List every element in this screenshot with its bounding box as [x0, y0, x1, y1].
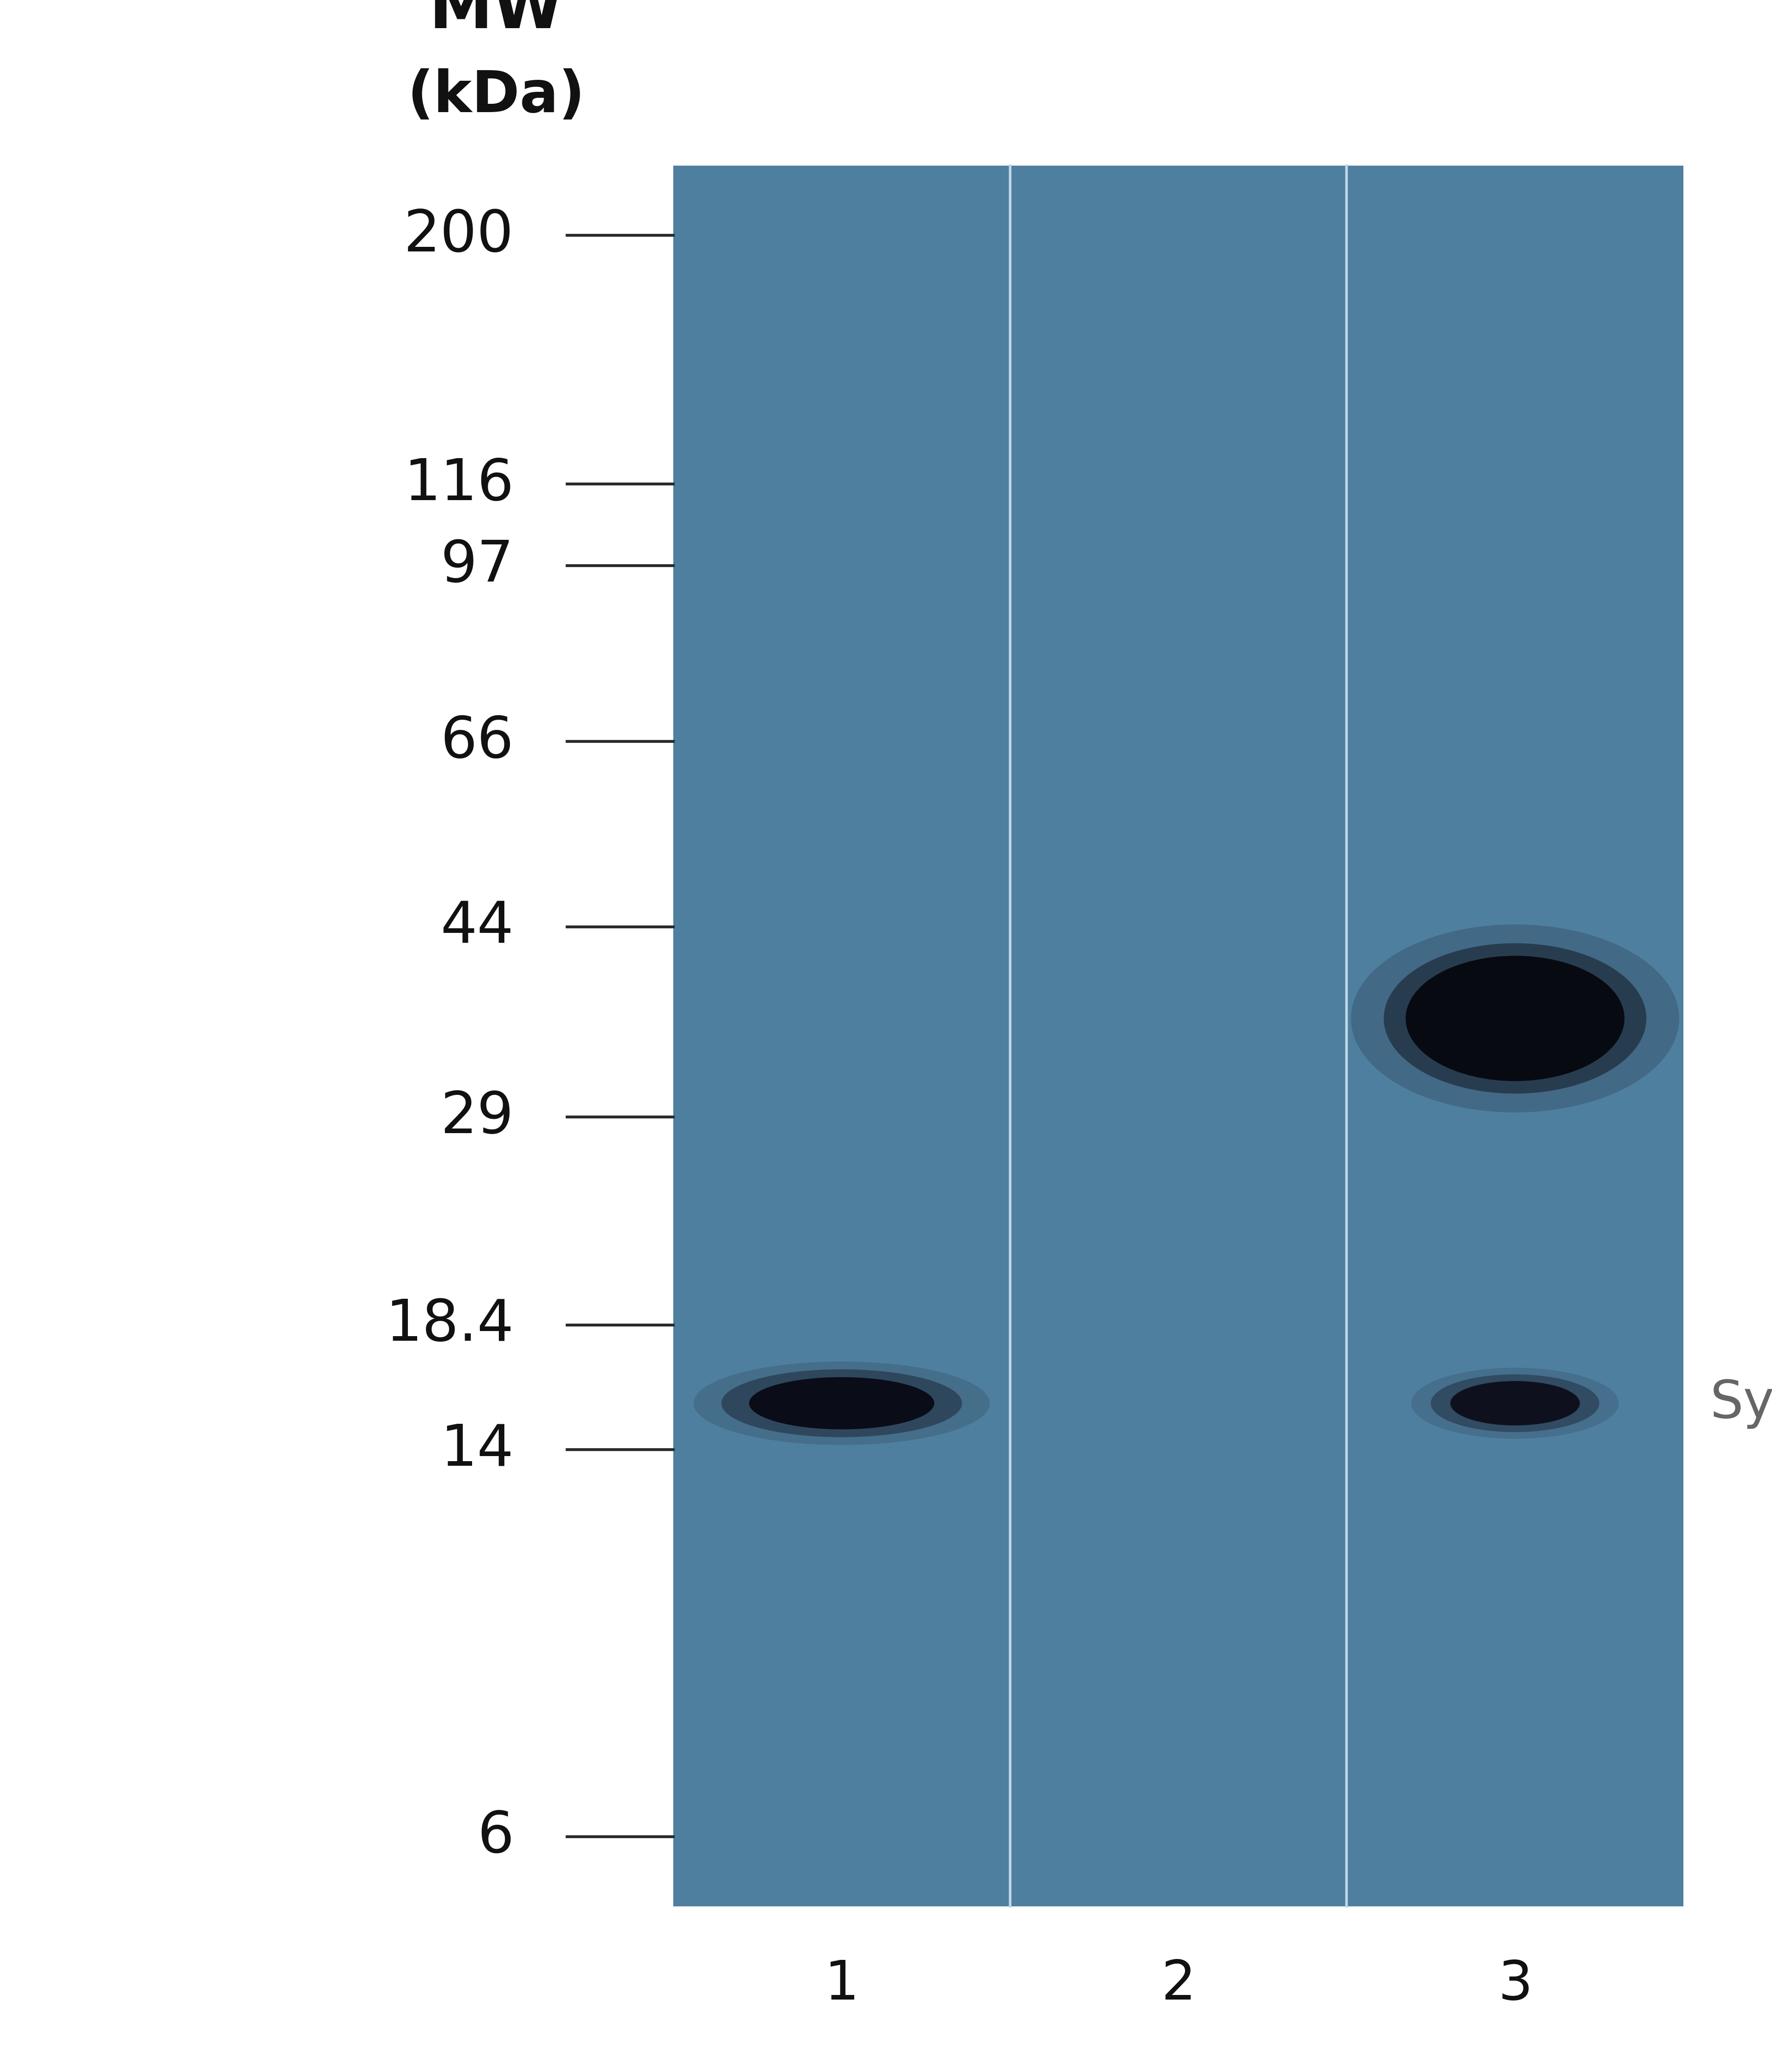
Text: 1: 1 [824, 1958, 859, 2012]
Ellipse shape [1449, 1382, 1581, 1426]
Text: 18.4: 18.4 [386, 1297, 514, 1353]
Ellipse shape [1411, 1368, 1620, 1438]
Ellipse shape [1430, 1374, 1600, 1432]
Ellipse shape [721, 1370, 962, 1438]
Text: 14: 14 [441, 1421, 514, 1477]
Ellipse shape [1405, 955, 1625, 1082]
Text: 44: 44 [441, 899, 514, 955]
Text: 29: 29 [441, 1090, 514, 1146]
Text: 6: 6 [477, 1809, 514, 1865]
Text: 66: 66 [441, 713, 514, 769]
Ellipse shape [1384, 943, 1646, 1094]
Text: 3: 3 [1497, 1958, 1533, 2012]
Text: Syncollin: Syncollin [1710, 1378, 1772, 1430]
Ellipse shape [750, 1378, 934, 1430]
Ellipse shape [693, 1361, 991, 1444]
Text: 200: 200 [404, 207, 514, 263]
Text: 116: 116 [404, 456, 514, 512]
Text: 97: 97 [441, 539, 514, 595]
Text: (kDa): (kDa) [408, 68, 585, 124]
Text: 2: 2 [1161, 1958, 1196, 2012]
FancyBboxPatch shape [673, 166, 1683, 1906]
Text: MW: MW [429, 0, 563, 41]
Ellipse shape [1350, 924, 1680, 1113]
